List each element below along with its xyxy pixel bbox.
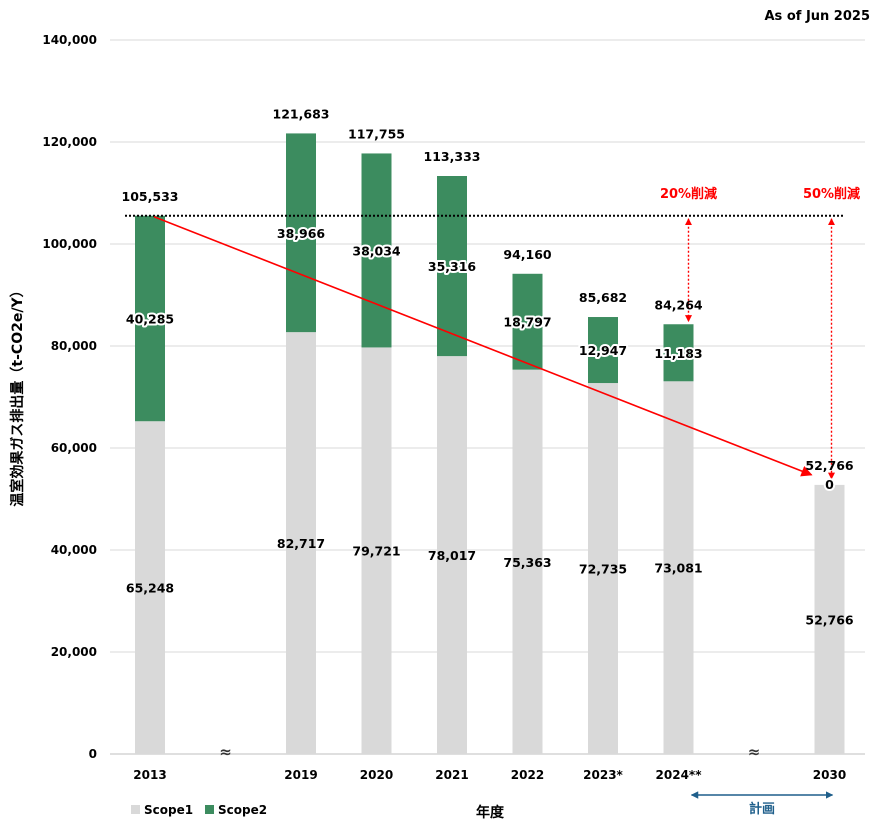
data-label-total: 105,533 — [122, 189, 179, 204]
legend-label-scope1: Scope1 — [144, 803, 193, 817]
x-tick-label: 2021 — [435, 768, 468, 782]
data-label-scope2: 12,947 — [579, 343, 627, 358]
x-tick-label: 2020 — [360, 768, 393, 782]
bar-scope1 — [135, 421, 165, 754]
y-tick-label: 40,000 — [51, 543, 97, 557]
bar-scope1 — [663, 381, 694, 754]
reduction-label-50: 50%削減 — [803, 186, 860, 202]
data-label-scope2-halo: 11,183 — [654, 346, 702, 361]
y-tick-label: 120,000 — [42, 135, 97, 149]
data-label-scope1: 65,248 — [126, 581, 174, 596]
data-label-scope2-halo: 0 — [825, 477, 834, 492]
reduction-label-20: 20%削減 — [660, 186, 717, 202]
data-label-scope1: 52,766 — [805, 612, 854, 627]
data-label-scope2: 40,285 — [126, 312, 174, 327]
data-label-scope2: 11,183 — [654, 346, 702, 361]
bar-scope1 — [814, 484, 845, 754]
y-tick-label: 100,000 — [42, 237, 97, 251]
bar-scope2 — [437, 176, 467, 357]
x-tick-label: 2019 — [284, 768, 317, 782]
data-label-total: 94,160 — [503, 247, 552, 262]
bar-scope1 — [361, 347, 392, 754]
legend-swatch-scope1 — [131, 805, 140, 814]
y-tick-label: 80,000 — [51, 339, 97, 353]
data-label-scope2: 38,966 — [277, 226, 326, 241]
y-axis-ticks: 0 20,000 40,000 60,000 80,000 100,000 120,000 1… — [42, 33, 97, 761]
bar-scope2 — [135, 215, 165, 422]
bars — [135, 133, 845, 754]
data-label-scope2: 35,316 — [428, 259, 477, 274]
bar-scope1 — [437, 356, 467, 754]
data-label-total: 85,682 — [579, 290, 627, 305]
legend-label-scope2: Scope2 — [218, 803, 267, 817]
data-label-scope2-halo: 38,034 — [352, 243, 401, 258]
bar-scope2 — [286, 133, 316, 333]
bar-scope2 — [512, 273, 543, 370]
data-label-scope2-halo: 38,966 — [277, 226, 326, 241]
data-label-scope1: 78,017 — [428, 548, 476, 563]
y-tick-label: 60,000 — [51, 441, 97, 455]
data-label-total: 84,264 — [654, 297, 703, 312]
x-axis-labels: 2013 2019 2020 2021 2022 2023* 2024** 2030 ≈ ≈ — [133, 743, 846, 782]
data-label-scope2: 18,797 — [503, 315, 551, 330]
as-of-label: As of Jun 2025 — [765, 9, 871, 24]
bar-scope2 — [588, 317, 618, 384]
y-tick-label: 20,000 — [51, 645, 97, 659]
data-label-scope1: 82,717 — [277, 536, 325, 551]
trend-arrow — [153, 216, 813, 477]
plan-label: 計画 — [749, 801, 775, 817]
data-label-scope1: 72,735 — [579, 562, 627, 577]
bar-scope1 — [512, 369, 543, 754]
data-label-scope1: 75,363 — [503, 555, 551, 570]
x-tick-label: 2030 — [813, 768, 846, 782]
x-tick-label: 2022 — [511, 768, 544, 782]
axis-break-marker: ≈ — [748, 743, 761, 761]
x-axis-title: 年度 — [476, 804, 505, 821]
gridlines — [110, 39, 865, 755]
data-label-scope2-halo: 40,285 — [126, 312, 174, 327]
y-tick-label: 0 — [89, 747, 97, 761]
y-tick-label: 140,000 — [42, 33, 97, 47]
data-label-scope2-halo: 35,316 — [428, 259, 477, 274]
data-label-scope1: 73,081 — [654, 561, 702, 576]
y-axis-title: 温室効果ガス排出量（t-CO2e/Y） — [9, 283, 26, 506]
data-label-total: 121,683 — [273, 106, 330, 121]
data-label-scope1: 79,721 — [352, 544, 400, 559]
legend-swatch-scope2 — [205, 805, 214, 814]
axis-break-marker: ≈ — [219, 743, 232, 761]
x-tick-label: 2023* — [583, 768, 623, 782]
bar-scope1 — [286, 332, 316, 754]
data-label-total: 117,755 — [348, 126, 405, 141]
data-label-scope2-halo: 12,947 — [579, 343, 627, 358]
legend: Scope1 Scope2 — [131, 803, 267, 817]
bar-scope1 — [588, 383, 618, 754]
x-tick-label: 2024** — [656, 768, 703, 782]
bar-scope2 — [663, 324, 694, 382]
data-label-scope2-halo: 18,797 — [503, 315, 551, 330]
data-label-scope2: 38,034 — [352, 243, 401, 258]
bar-scope2 — [361, 153, 392, 348]
data-label-scope2: 0 — [825, 477, 834, 492]
x-tick-label: 2013 — [133, 768, 166, 782]
data-label-total: 113,333 — [424, 149, 481, 164]
data-labels: 65,24840,28540,285105,53382,71738,96638,… — [122, 106, 854, 627]
data-label-total: 52,766 — [805, 458, 854, 473]
